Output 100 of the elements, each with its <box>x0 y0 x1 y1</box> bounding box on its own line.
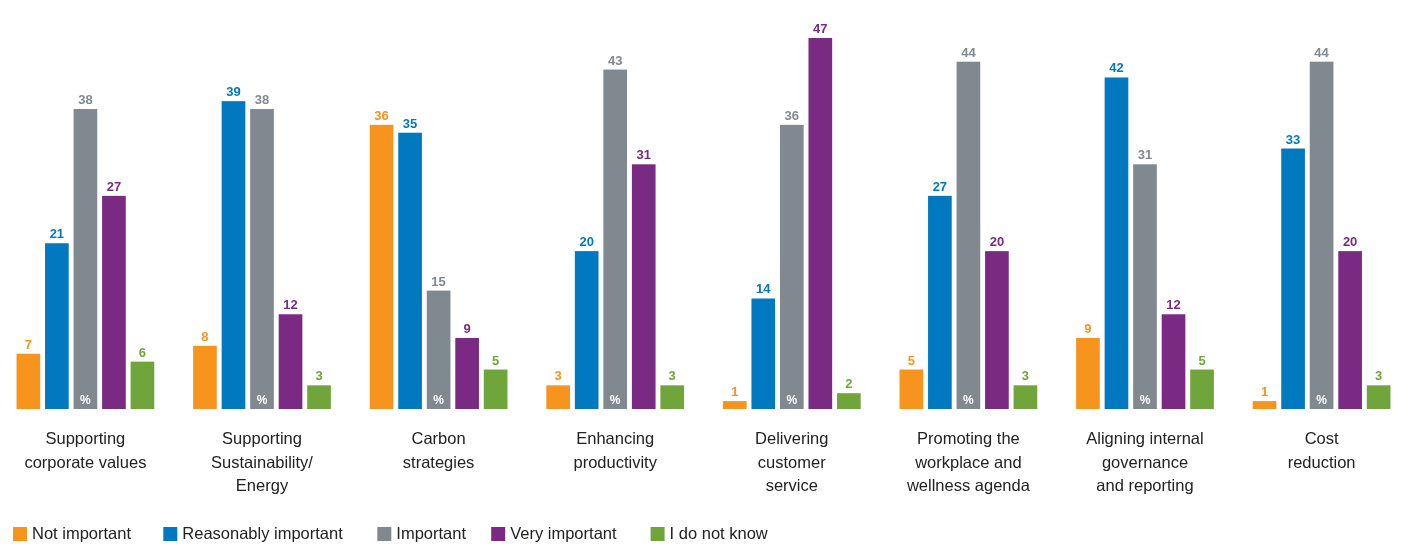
bar <box>45 243 69 409</box>
bar <box>1104 77 1129 409</box>
bar <box>956 61 981 409</box>
x-tick-label: Aligning internal governance and reporting <box>1086 429 1204 494</box>
data-label: 36 <box>374 107 389 123</box>
x-tick-label: Carbon strategies <box>402 429 475 471</box>
data-label: 21 <box>49 226 65 242</box>
bar <box>546 385 570 409</box>
bar <box>278 314 303 409</box>
data-label: 14 <box>756 281 772 297</box>
bar <box>250 109 274 409</box>
legend-label: Not important <box>32 524 132 542</box>
bar <box>455 337 479 409</box>
annotation: % <box>786 393 798 407</box>
data-label: 3 <box>668 368 676 384</box>
legend-label: I do not know <box>669 524 768 542</box>
bar <box>837 393 861 409</box>
bar <box>483 369 508 409</box>
data-label: 15 <box>431 273 446 289</box>
bar <box>1190 369 1214 409</box>
x-tick-label: Supporting corporate values <box>24 429 147 471</box>
data-label: 27 <box>106 178 122 194</box>
data-label: 3 <box>315 368 323 384</box>
annotation: % <box>433 393 445 407</box>
bar <box>603 69 628 409</box>
data-label: 5 <box>492 352 500 368</box>
data-label: 35 <box>402 115 418 131</box>
data-label: 47 <box>813 21 828 36</box>
bar <box>221 101 246 409</box>
data-label: 39 <box>226 84 241 100</box>
data-label: 38 <box>78 92 93 108</box>
data-label: 36 <box>784 107 800 123</box>
annotation: % <box>80 393 92 407</box>
annotation: % <box>256 393 268 407</box>
data-label: 31 <box>1137 147 1153 163</box>
data-label: 43 <box>607 52 623 68</box>
data-label: 6 <box>138 344 147 360</box>
bar <box>1366 385 1391 409</box>
data-label: 3 <box>554 368 562 384</box>
bar <box>1013 385 1038 409</box>
bar <box>73 109 98 409</box>
data-label: 9 <box>463 320 471 336</box>
bar <box>130 361 155 409</box>
x-tick-label: Enhancing productivity <box>573 429 658 471</box>
data-label: 1 <box>731 384 739 400</box>
bar <box>1133 164 1157 409</box>
bar <box>1338 251 1362 409</box>
bar <box>16 353 41 409</box>
bar <box>751 298 776 409</box>
data-label: 31 <box>636 147 651 163</box>
bar <box>660 385 685 409</box>
bar <box>1161 314 1186 409</box>
annotation: % <box>963 393 975 407</box>
data-label: 12 <box>1166 297 1181 313</box>
annotation: % <box>609 393 621 407</box>
data-label: 8 <box>201 328 209 344</box>
data-label: 42 <box>1109 60 1124 76</box>
data-label: 9 <box>1084 320 1092 336</box>
bar <box>102 195 126 409</box>
bar <box>426 290 451 409</box>
data-label: 1 <box>1260 384 1269 400</box>
bar <box>398 132 422 409</box>
legend-label: Important <box>396 524 467 542</box>
bar <box>899 369 924 409</box>
bar <box>985 251 1009 409</box>
bar <box>722 401 747 409</box>
bar <box>574 251 599 409</box>
data-label: 3 <box>1021 368 1030 384</box>
bar <box>779 124 804 409</box>
bar <box>808 38 833 409</box>
data-label: 44 <box>961 44 977 60</box>
bar <box>1309 61 1334 409</box>
data-label: 5 <box>907 352 915 368</box>
data-label: 33 <box>1285 131 1301 147</box>
data-label: 12 <box>283 297 298 313</box>
data-label: 20 <box>1342 234 1358 250</box>
bar <box>928 195 952 409</box>
x-tick-label: Cost reduction <box>1287 429 1356 471</box>
data-label: 2 <box>845 376 853 392</box>
bar <box>193 345 217 409</box>
bar <box>1252 401 1277 409</box>
data-label: 20 <box>989 234 1005 250</box>
annotation: % <box>1139 393 1151 407</box>
data-label: 27 <box>932 178 948 194</box>
data-label: 44 <box>1314 44 1330 60</box>
data-label: 3 <box>1375 368 1383 384</box>
x-tick-label: Promoting the workplace and wellness agenda <box>905 429 1031 494</box>
legend-label: Reasonably important <box>182 524 344 542</box>
data-label: 38 <box>254 92 270 108</box>
bar <box>1281 148 1305 409</box>
annotation: % <box>1316 393 1328 407</box>
bar <box>631 164 656 409</box>
legend-label: Very important <box>510 524 617 542</box>
x-tick-label: Delivering customer service <box>755 429 829 494</box>
bar <box>1076 337 1100 409</box>
bar <box>369 124 394 409</box>
bar <box>307 385 331 409</box>
data-label: 20 <box>579 234 594 250</box>
x-tick-label: Supporting Sustainability/ Energy <box>211 429 314 494</box>
data-label: 7 <box>24 336 32 352</box>
